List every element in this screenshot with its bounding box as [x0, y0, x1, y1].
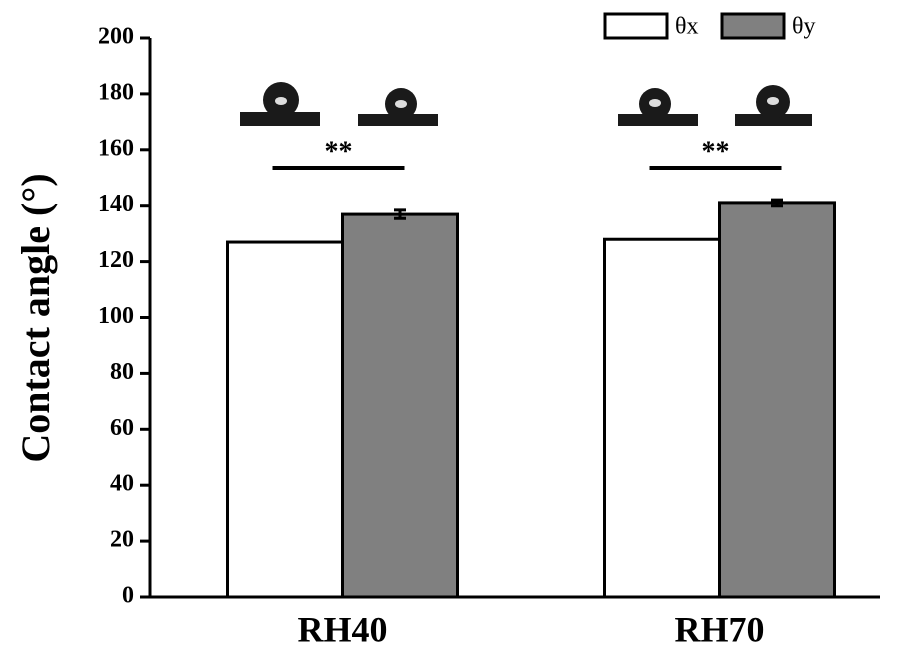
bar: [228, 242, 343, 597]
y-tick-label: 140: [98, 191, 134, 217]
legend-label: θy: [792, 14, 816, 40]
legend-swatch: [605, 14, 667, 38]
y-tick-label: 180: [98, 79, 134, 105]
y-tick-label: 80: [110, 359, 134, 385]
y-tick-label: 60: [110, 415, 134, 441]
y-tick-label: 160: [98, 135, 134, 161]
significance-label: **: [702, 136, 730, 167]
x-tick-label: RH40: [298, 609, 388, 649]
y-tick-label: 100: [98, 303, 134, 329]
y-tick-label: 120: [98, 247, 134, 273]
bar: [605, 239, 720, 597]
y-tick-label: 200: [98, 24, 134, 50]
significance-label: **: [325, 136, 353, 167]
bar: [720, 203, 835, 597]
y-axis-label: Contact angle (°): [13, 173, 58, 462]
legend-label: θx: [675, 14, 699, 40]
y-tick-label: 20: [110, 527, 134, 553]
droplet-images: [240, 82, 812, 126]
legend-swatch: [722, 14, 784, 38]
x-tick-label: RH70: [675, 609, 765, 649]
y-tick-label: 0: [122, 583, 134, 609]
droplet-highlight: [395, 100, 407, 108]
droplet-highlight: [275, 97, 287, 105]
y-tick-label: 40: [110, 471, 134, 497]
chart: Contact angle (°) 0 20 40 60 80 100 120 140 160 1…: [0, 0, 903, 654]
bar: [343, 214, 458, 597]
droplet-highlight: [649, 99, 661, 107]
droplet-highlight: [767, 97, 779, 105]
